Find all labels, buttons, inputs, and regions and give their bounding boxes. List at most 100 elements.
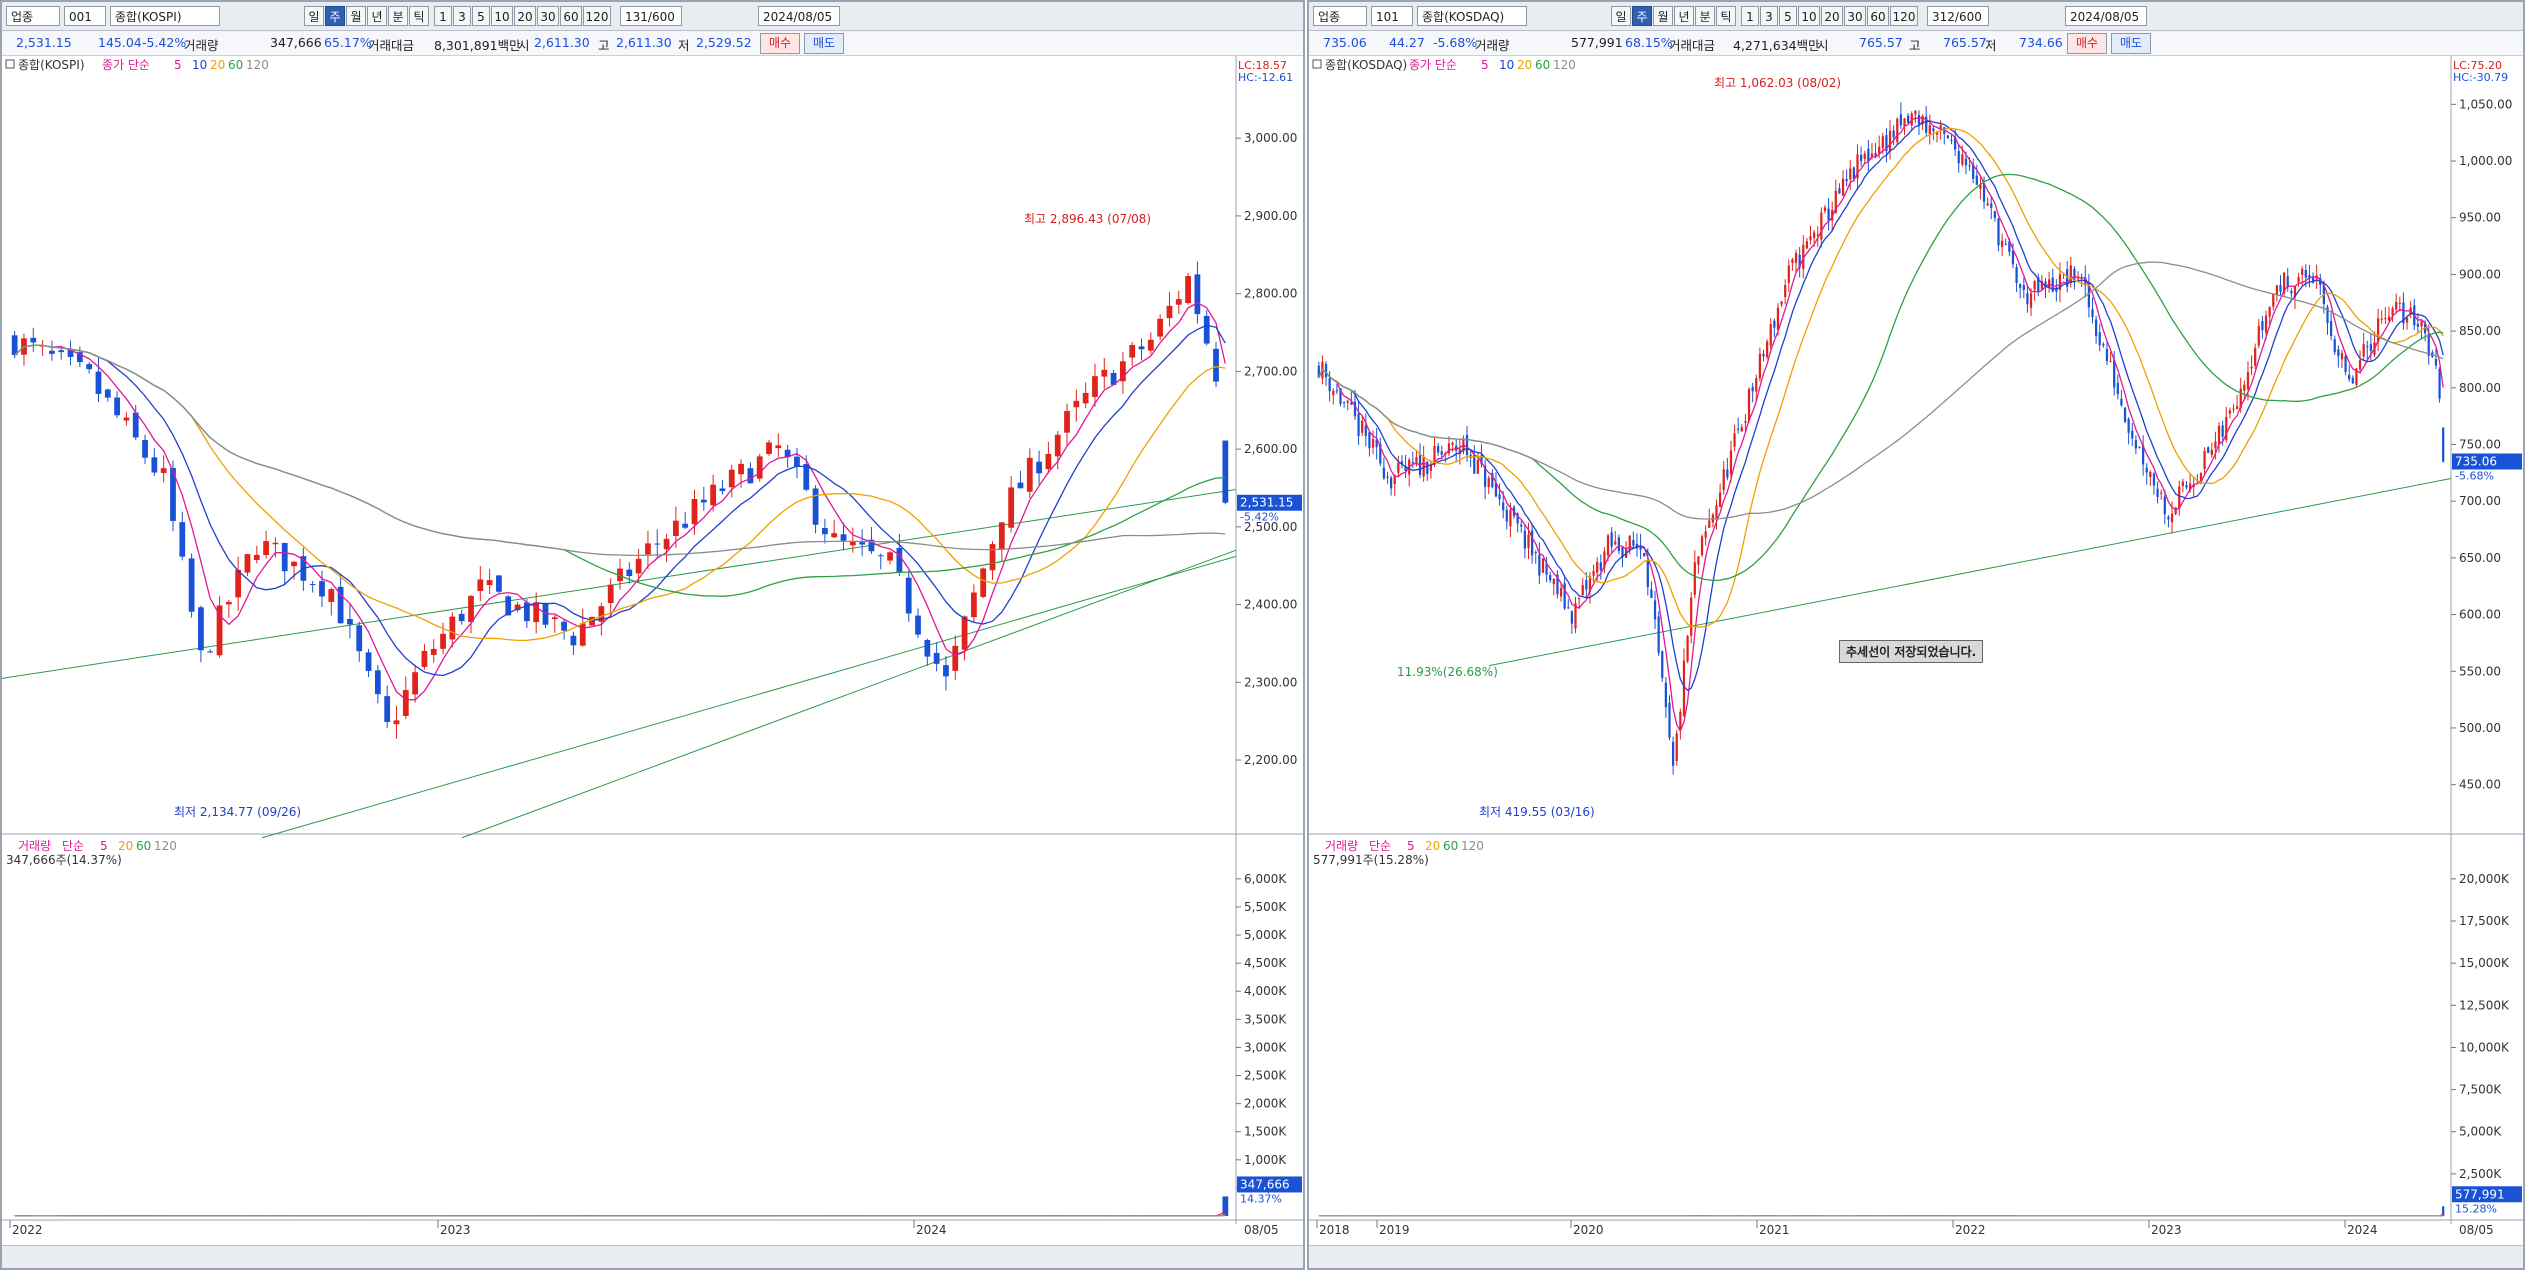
volume-label: 거래량 [184,38,219,53]
interval-1[interactable]: 1 [434,6,452,26]
candle-body [561,621,568,631]
hc-label: HC:-12.61 [1238,71,1293,84]
y-tick-label: 800.00 [2459,381,2501,395]
candle-body [1045,453,1052,470]
candle-body [1791,259,1794,264]
candle-body [2282,272,2286,294]
interval-30[interactable]: 30 [537,6,559,26]
vol-tick-label: 3,500K [1244,1012,1287,1026]
interval-60[interactable]: 60 [560,6,582,26]
market-select[interactable]: 업종 [1313,6,1367,26]
candle-body [1943,127,1946,134]
candle-body [1585,580,1588,590]
candle-body [1997,218,2000,246]
interval-120[interactable]: 120 [1890,6,1918,26]
period-day[interactable]: 일 [1611,6,1631,26]
period-week[interactable]: 주 [325,6,345,26]
candle-body [2127,418,2130,433]
candle-body [2279,285,2282,292]
candle-body [2051,277,2054,292]
period-minute[interactable]: 분 [388,6,408,26]
candle-body [2000,240,2004,247]
vol-tick-label: 17,500K [2459,914,2510,928]
legend-ma-120: 120 [1553,58,1576,72]
candle-body [1505,509,1508,522]
bar-count[interactable]: 312/600 [1927,6,1989,26]
candle-body [1429,464,1433,471]
candle-body [2232,408,2235,410]
legend-ma-10: 10 [192,58,207,72]
candle-body [263,541,269,556]
candle-body [1729,450,1733,475]
candle-body [645,543,651,555]
period-minute[interactable]: 분 [1695,6,1715,26]
sell-button[interactable]: 매도 [2111,33,2152,54]
code-input[interactable]: 101 [1371,6,1413,26]
candle-body [1646,560,1649,588]
candle-body [309,584,316,586]
market-select[interactable]: 업종 [6,6,60,26]
scroll-bar[interactable] [1309,1245,2523,1268]
buy-button[interactable]: 매수 [760,33,801,54]
date-input[interactable]: 2024/08/05 [2065,6,2147,26]
period-year[interactable]: 년 [367,6,387,26]
candle-body [1520,524,1523,527]
amount-label: 거래대금 [1669,38,1716,53]
kospi-chart[interactable]: 3,000.00 2,900.00 2,800.00 2,700.00 2,600.00… [2,56,1303,1248]
amount-label: 거래대금 [368,38,415,53]
candle-body [579,623,586,646]
interval-10[interactable]: 10 [1798,6,1820,26]
candle-body [2304,269,2307,278]
period-week[interactable]: 주 [1632,6,1652,26]
period-month[interactable]: 월 [346,6,366,26]
interval-3[interactable]: 3 [453,6,471,26]
interval-20[interactable]: 20 [514,6,536,26]
candle-body [943,665,949,677]
candle-body [1342,401,1346,403]
candle-body [2084,277,2087,286]
interval-5[interactable]: 5 [1779,6,1797,26]
candle-body [1483,465,1487,487]
period-year[interactable]: 년 [1674,6,1694,26]
candle-body [1455,445,1458,451]
period-day[interactable]: 일 [304,6,324,26]
candle-body [1440,451,1443,455]
date-input[interactable]: 2024/08/05 [758,6,840,26]
candle-body [2015,267,2018,283]
candle-body [924,639,931,657]
buy-button[interactable]: 매수 [2067,33,2108,54]
interval-120[interactable]: 120 [583,6,611,26]
interval-20[interactable]: 20 [1821,6,1843,26]
interval-1[interactable]: 1 [1741,6,1759,26]
period-tick[interactable]: 틱 [1716,6,1736,26]
bar-count[interactable]: 131/600 [620,6,682,26]
candle-body [2395,301,2398,310]
legend-ma-5: 5 [1481,58,1489,72]
vol-legend-ma-60: 60 [136,839,151,853]
candle-body [1805,241,1809,249]
period-month[interactable]: 월 [1653,6,1673,26]
candle-body [1878,146,1881,154]
candle-body [1411,461,1414,464]
interval-30[interactable]: 30 [1844,6,1866,26]
candle-body [337,586,344,624]
period-tick[interactable]: 틱 [409,6,429,26]
change-rate: -5.42% [142,35,187,50]
interval-60[interactable]: 60 [1867,6,1889,26]
interval-5[interactable]: 5 [472,6,490,26]
candle-body [2160,492,2163,494]
candle-body [1502,502,1505,511]
interval-10[interactable]: 10 [491,6,513,26]
sell-button[interactable]: 매도 [804,33,845,54]
candle-body [794,456,800,467]
vol-tick-label: 4,000K [1244,984,1287,998]
candle-body [1516,513,1519,524]
y-tick-label: 2,400.00 [1244,598,1297,612]
candle-body [2427,333,2430,356]
scroll-bar[interactable] [2,1245,1303,1268]
candle-body [1473,454,1476,474]
interval-3[interactable]: 3 [1760,6,1778,26]
kosdaq-chart[interactable]: 1,050.00 1,000.00 950.00 900.00 850.00 800.00… [1309,56,2523,1248]
candle-body [1147,339,1154,351]
code-input[interactable]: 001 [64,6,106,26]
